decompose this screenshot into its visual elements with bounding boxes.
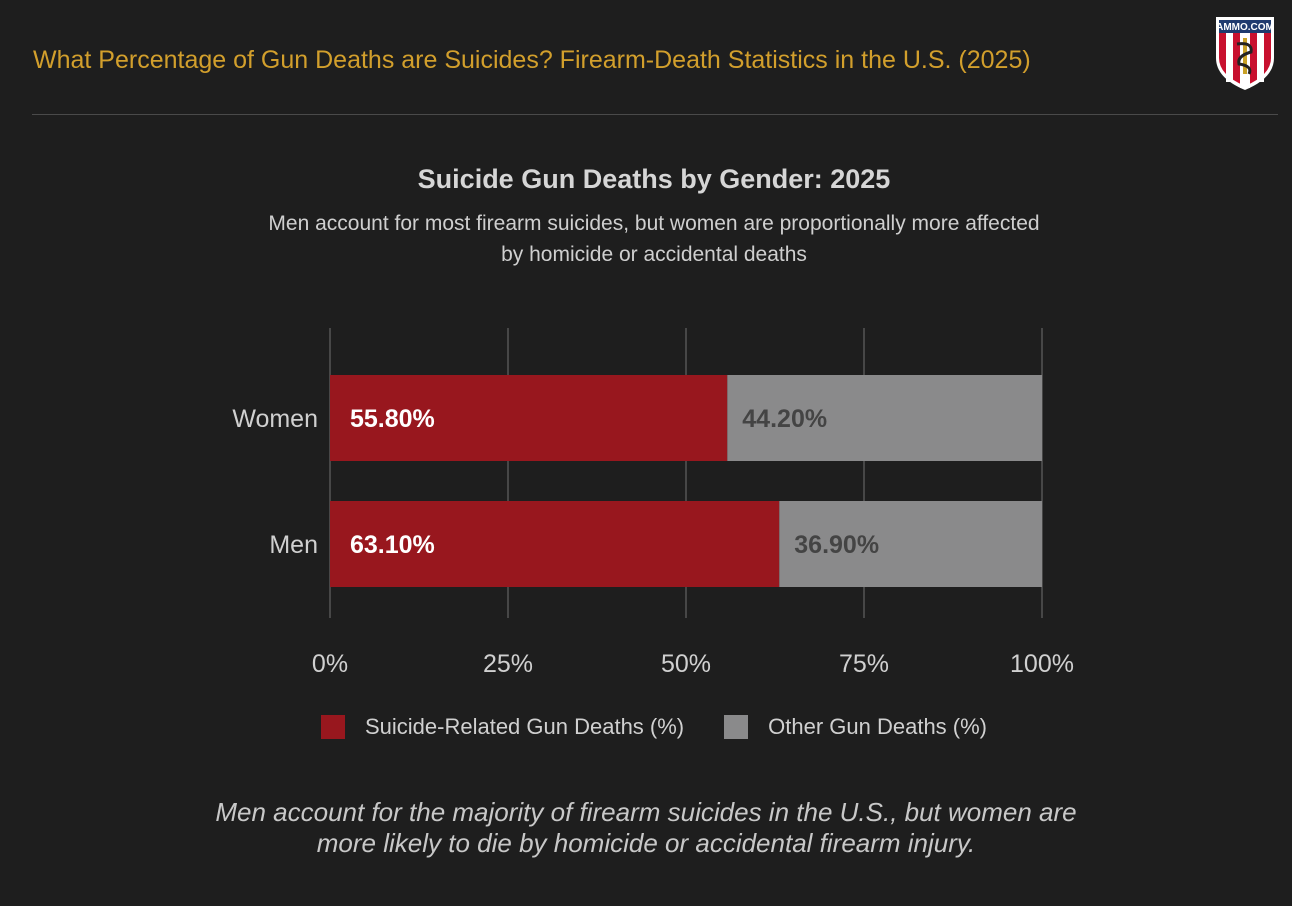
- page-title: What Percentage of Gun Deaths are Suicid…: [33, 46, 1031, 74]
- x-tick-label: 25%: [483, 650, 533, 678]
- bar-segment: [330, 501, 780, 587]
- data-label: 44.20%: [742, 405, 827, 433]
- x-tick-label: 100%: [1010, 650, 1074, 678]
- svg-text:★: ★: [1241, 78, 1248, 87]
- x-tick-label: 75%: [839, 650, 889, 678]
- subtitle-line: by homicide or accidental deaths: [501, 243, 807, 266]
- x-tick-label: 50%: [661, 650, 711, 678]
- bar-segment: [330, 375, 728, 461]
- subtitle-line: Men account for most firearm suicides, b…: [268, 212, 1040, 235]
- legend-label: Other Gun Deaths (%): [768, 714, 988, 739]
- legend: Suicide-Related Gun Deaths (%) Other Gun…: [0, 714, 1292, 740]
- ammo-logo: AMMO.COM ★: [1216, 17, 1274, 90]
- footnote: Men account for the majority of firearm …: [0, 797, 1292, 859]
- header-divider: [32, 114, 1278, 115]
- bar-segment: [727, 375, 1042, 461]
- legend-item-suicide[interactable]: Suicide-Related Gun Deaths (%): [320, 714, 685, 740]
- y-category-label: Women: [232, 405, 318, 433]
- y-category-label: Men: [269, 531, 318, 559]
- data-label: 36.90%: [794, 531, 879, 559]
- footnote-line: more likely to die by homicide or accide…: [316, 828, 976, 858]
- svg-text:AMMO.COM: AMMO.COM: [1216, 22, 1274, 33]
- legend-swatch: [724, 715, 749, 739]
- legend-swatch: [320, 715, 345, 739]
- data-label: 63.10%: [350, 531, 435, 559]
- chart-title: Suicide Gun Deaths by Gender: 2025: [417, 164, 891, 194]
- footnote-line: Men account for the majority of firearm …: [215, 797, 1077, 827]
- bar-segment: [779, 501, 1042, 587]
- chart-subtitle: Men account for most firearm suicides, b…: [0, 208, 1292, 270]
- legend-item-other[interactable]: Other Gun Deaths (%): [724, 714, 987, 740]
- data-label: 55.80%: [350, 405, 435, 433]
- legend-label: Suicide-Related Gun Deaths (%): [364, 714, 685, 739]
- x-tick-label: 0%: [312, 650, 348, 678]
